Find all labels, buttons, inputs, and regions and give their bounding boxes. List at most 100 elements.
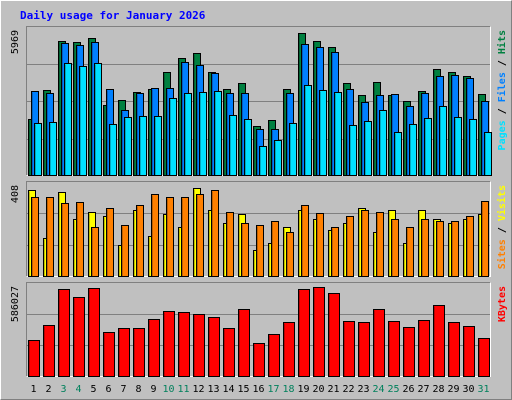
series-legend: Sites / Visits bbox=[496, 185, 508, 269]
bar-kbytes bbox=[268, 334, 280, 377]
x-tick-label: 8 bbox=[135, 384, 141, 395]
bar-sites bbox=[316, 213, 324, 277]
x-tick-label: 21 bbox=[327, 384, 339, 395]
bar-sites bbox=[406, 227, 414, 277]
x-tick-label: 20 bbox=[312, 384, 324, 395]
bar-pages bbox=[124, 117, 132, 176]
bar-sites bbox=[136, 205, 144, 277]
bar-pages bbox=[259, 146, 267, 176]
bar-pages bbox=[94, 63, 102, 176]
x-tick-label: 27 bbox=[417, 384, 429, 395]
x-tick-label: 19 bbox=[297, 384, 309, 395]
x-tick-label: 14 bbox=[222, 384, 234, 395]
bar-sites bbox=[481, 201, 489, 277]
x-tick-label: 24 bbox=[372, 384, 384, 395]
chart-title: Daily usage for January 2026 bbox=[20, 9, 206, 22]
x-tick-label: 7 bbox=[120, 384, 126, 395]
ymax-label: 586027 bbox=[10, 286, 21, 322]
x-tick-label: 9 bbox=[150, 384, 156, 395]
bar-sites bbox=[46, 197, 54, 277]
bar-kbytes bbox=[43, 325, 55, 377]
bar-pages bbox=[229, 115, 237, 176]
bar-kbytes bbox=[388, 321, 400, 377]
bar-sites bbox=[376, 212, 384, 277]
bar-pages bbox=[199, 92, 207, 176]
x-tick-label: 17 bbox=[267, 384, 279, 395]
bar-kbytes bbox=[223, 328, 235, 377]
bar-pages bbox=[34, 123, 42, 176]
bar-kbytes bbox=[118, 328, 130, 377]
x-tick-label: 10 bbox=[162, 384, 174, 395]
x-tick-label: 15 bbox=[237, 384, 249, 395]
bar-sites bbox=[271, 221, 279, 277]
bar-kbytes bbox=[28, 340, 40, 377]
panel-hits-files-pages: 5969 Pages / Files / Hits bbox=[10, 26, 508, 176]
bar-kbytes bbox=[358, 322, 370, 377]
x-tick-label: 18 bbox=[282, 384, 294, 395]
panel-visits-sites: 408 Sites / Visits bbox=[10, 181, 508, 277]
bar-kbytes bbox=[193, 314, 205, 377]
bar-kbytes bbox=[178, 312, 190, 377]
bar-pages bbox=[109, 124, 117, 176]
bar-sites bbox=[61, 203, 69, 277]
panel-border-dark bbox=[26, 181, 491, 277]
bar-kbytes bbox=[448, 322, 460, 377]
bar-sites bbox=[331, 227, 339, 277]
bar-pages bbox=[379, 110, 387, 176]
legend-separator: / bbox=[497, 54, 508, 72]
bar-pages bbox=[64, 63, 72, 176]
bar-kbytes bbox=[163, 311, 175, 377]
bar-sites bbox=[436, 221, 444, 277]
bar-pages bbox=[274, 140, 282, 176]
bar-pages bbox=[244, 119, 252, 176]
bar-sites bbox=[391, 219, 399, 277]
bar-kbytes bbox=[88, 288, 100, 377]
bar-pages bbox=[394, 132, 402, 176]
bar-kbytes bbox=[328, 293, 340, 377]
bar-sites bbox=[451, 221, 459, 277]
bar-kbytes bbox=[133, 328, 145, 377]
bar-kbytes bbox=[58, 289, 70, 377]
bar-pages bbox=[49, 122, 57, 176]
bar-kbytes bbox=[253, 343, 265, 377]
bar-sites bbox=[106, 208, 114, 277]
bar-sites bbox=[91, 227, 99, 277]
bar-kbytes bbox=[148, 319, 160, 377]
bar-pages bbox=[424, 118, 432, 176]
x-tick-label: 25 bbox=[387, 384, 399, 395]
bar-sites bbox=[226, 212, 234, 277]
bar-kbytes bbox=[298, 289, 310, 377]
bar-sites bbox=[166, 197, 174, 277]
bar-kbytes bbox=[418, 320, 430, 377]
x-tick-label: 5 bbox=[90, 384, 96, 395]
bar-pages bbox=[484, 132, 492, 176]
bar-sites bbox=[121, 225, 129, 277]
bar-sites bbox=[256, 225, 264, 277]
bar-kbytes bbox=[313, 287, 325, 377]
x-tick-label: 26 bbox=[402, 384, 414, 395]
x-tick-label: 16 bbox=[252, 384, 264, 395]
bar-sites bbox=[151, 194, 159, 277]
bar-kbytes bbox=[433, 305, 445, 377]
bar-kbytes bbox=[463, 326, 475, 377]
bar-kbytes bbox=[283, 322, 295, 377]
x-tick-label: 6 bbox=[105, 384, 111, 395]
bar-kbytes bbox=[103, 332, 115, 377]
bar-sites bbox=[241, 223, 249, 277]
series-legend: Pages / Files / Hits bbox=[496, 30, 508, 150]
x-tick-label: 13 bbox=[207, 384, 219, 395]
legend-kbytes: KBytes bbox=[497, 286, 508, 322]
bar-sites bbox=[76, 202, 84, 277]
bar-pages bbox=[469, 119, 477, 176]
legend-pages: Pages bbox=[497, 120, 508, 150]
bar-pages bbox=[409, 124, 417, 176]
x-tick-label: 3 bbox=[60, 384, 66, 395]
bar-kbytes bbox=[373, 309, 385, 377]
ymax-label: 5969 bbox=[10, 30, 21, 54]
bar-pages bbox=[139, 116, 147, 176]
legend-sites: Sites bbox=[496, 239, 508, 269]
bar-sites bbox=[466, 216, 474, 277]
bar-pages bbox=[79, 66, 87, 176]
bar-pages bbox=[214, 91, 222, 176]
